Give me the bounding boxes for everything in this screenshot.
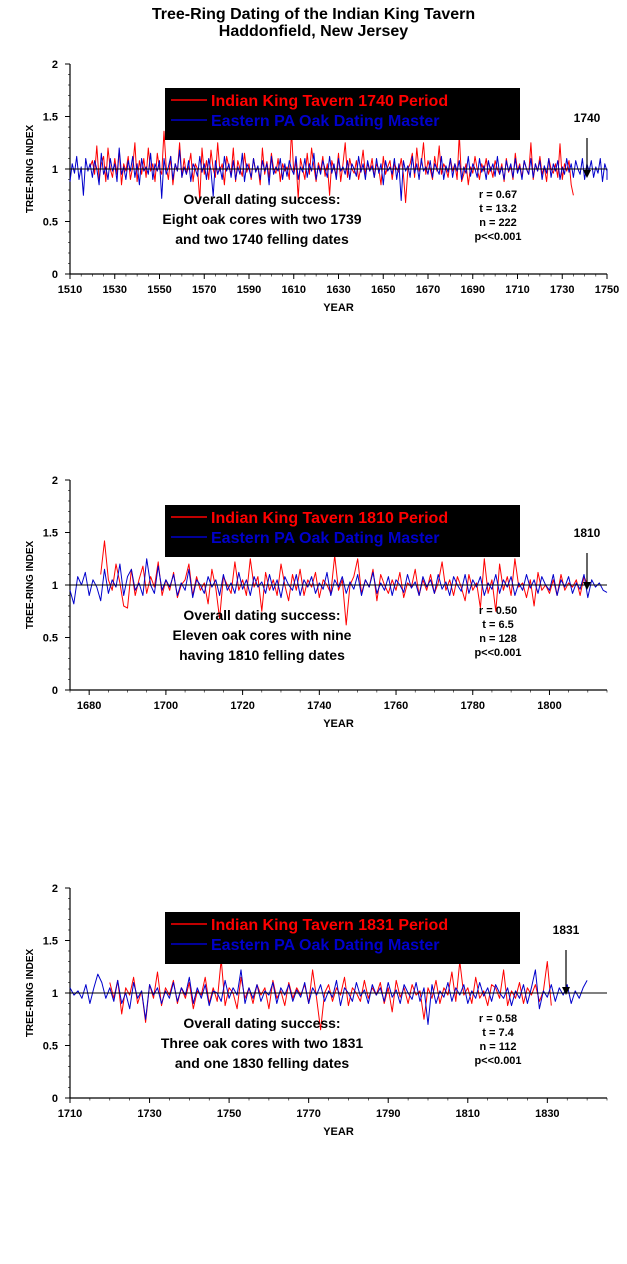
success-text-line: and two 1740 felling dates	[175, 231, 349, 247]
stat-line: t = 6.5	[482, 619, 514, 631]
success-text-line: Overall dating success:	[183, 607, 340, 623]
stat-line: r = 0.50	[479, 605, 517, 617]
y-axis-label: TREE-RING INDEX	[25, 125, 36, 214]
x-tick-label: 1510	[58, 284, 82, 296]
success-text-line: Overall dating success:	[183, 191, 340, 207]
stat-line: t = 13.2	[479, 203, 517, 215]
success-text-line: having 1810 felling dates	[179, 647, 345, 663]
x-axis-label: YEAR	[323, 302, 354, 314]
success-text-line: Eight oak cores with two 1739	[162, 211, 361, 227]
x-tick-label: 1670	[416, 284, 440, 296]
y-axis-label: TREE-RING INDEX	[25, 541, 36, 630]
figure-title-line1: Tree-Ring Dating of the Indian King Tave…	[151, 6, 476, 23]
annotation-label: 1810	[574, 526, 601, 540]
legend-box	[165, 912, 520, 964]
chart-panel-1: 0 0.5 1 1.5 2 1510 1530 1550 1570 1590 1610 1630 165…	[25, 59, 619, 314]
legend-label: Eastern PA Oak Dating Master	[211, 530, 440, 547]
stat-line: p<<0.001	[474, 647, 521, 659]
y-tick-label: 0.5	[43, 633, 58, 645]
legend-label: Indian King Tavern 1740 Period	[211, 93, 448, 110]
x-axis-label: YEAR	[323, 1126, 354, 1138]
x-tick-label: 1630	[326, 284, 350, 296]
y-axis-label: TREE-RING INDEX	[25, 949, 36, 1038]
master-series-line	[69, 969, 588, 1025]
success-text-line: Overall dating success:	[183, 1015, 340, 1031]
y-tick-label: 2	[52, 59, 58, 71]
x-tick-label: 1780	[461, 700, 485, 712]
annotation-label: 1831	[553, 923, 580, 937]
x-tick-label: 1700	[154, 700, 178, 712]
legend-label: Eastern PA Oak Dating Master	[211, 113, 440, 130]
annotation-arrow-head	[583, 170, 591, 178]
figure-title: Tree-Ring Dating of the Indian King Tave…	[0, 6, 627, 40]
x-tick-label: 1760	[384, 700, 408, 712]
figure-title-line2: Haddonfield, New Jersey	[218, 23, 409, 40]
y-tick-label: 1.5	[43, 112, 58, 124]
x-tick-label: 1800	[537, 700, 561, 712]
y-tick-label: 1.5	[43, 528, 58, 540]
stat-line: t = 7.4	[482, 1027, 514, 1039]
chart-panel-2: 0 0.5 1 1.5 2 1680 1700 1720 1740 1760 1780 1800 YEA…	[25, 475, 608, 730]
legend-box	[165, 505, 520, 557]
x-tick-label: 1830	[535, 1108, 559, 1120]
x-axis-label: YEAR	[323, 718, 354, 730]
x-tick-label: 1710	[505, 284, 529, 296]
x-tick-label: 1730	[550, 284, 574, 296]
legend-label: Indian King Tavern 1810 Period	[211, 510, 448, 527]
annotation-arrow-head	[583, 582, 591, 590]
x-tick-label: 1550	[147, 284, 171, 296]
x-tick-label: 1750	[595, 284, 619, 296]
legend-box	[165, 88, 520, 140]
y-tick-label: 0	[52, 685, 58, 697]
x-tick-label: 1790	[376, 1108, 400, 1120]
x-tick-label: 1570	[192, 284, 216, 296]
stat-line: p<<0.001	[474, 231, 521, 243]
y-tick-label: 0	[52, 269, 58, 281]
y-tick-label: 0.5	[43, 1041, 58, 1053]
x-tick-label: 1610	[282, 284, 306, 296]
success-text-line: Eleven oak cores with nine	[173, 627, 352, 643]
master-series-line	[69, 558, 608, 605]
x-tick-label: 1650	[371, 284, 395, 296]
stat-line: n = 128	[479, 633, 517, 645]
x-tick-label: 1710	[58, 1108, 82, 1120]
annotation-label: 1740	[574, 111, 601, 125]
x-tick-label: 1680	[77, 700, 101, 712]
y-tick-label: 2	[52, 883, 58, 895]
y-tick-label: 0	[52, 1093, 58, 1105]
x-tick-label: 1530	[103, 284, 127, 296]
stat-line: p<<0.001	[474, 1055, 521, 1067]
y-tick-label: 1.5	[43, 936, 58, 948]
x-tick-label: 1740	[307, 700, 331, 712]
legend-label: Indian King Tavern 1831 Period	[211, 917, 448, 934]
y-tick-label: 1	[52, 988, 58, 1000]
success-text-line: and one 1830 felling dates	[175, 1055, 349, 1071]
x-tick-label: 1750	[217, 1108, 241, 1120]
y-tick-label: 1	[52, 164, 58, 176]
annotation-arrow-head	[562, 987, 570, 995]
x-tick-label: 1730	[137, 1108, 161, 1120]
stat-line: n = 222	[479, 217, 517, 229]
y-tick-label: 1	[52, 580, 58, 592]
y-tick-label: 2	[52, 475, 58, 487]
y-tick-label: 0.5	[43, 217, 58, 229]
chart-panel-3: 0 0.5 1 1.5 2 1710 1730 1750 1770 1790 1810 1830 YEA…	[25, 883, 608, 1138]
success-text-line: Three oak cores with two 1831	[161, 1035, 364, 1051]
x-tick-label: 1590	[237, 284, 261, 296]
x-tick-label: 1720	[230, 700, 254, 712]
x-tick-label: 1690	[461, 284, 485, 296]
stat-line: r = 0.67	[479, 189, 517, 201]
stat-line: n = 112	[479, 1041, 516, 1053]
stat-line: r = 0.58	[479, 1013, 517, 1025]
legend-label: Eastern PA Oak Dating Master	[211, 937, 440, 954]
x-tick-label: 1810	[456, 1108, 480, 1120]
x-tick-label: 1770	[296, 1108, 320, 1120]
